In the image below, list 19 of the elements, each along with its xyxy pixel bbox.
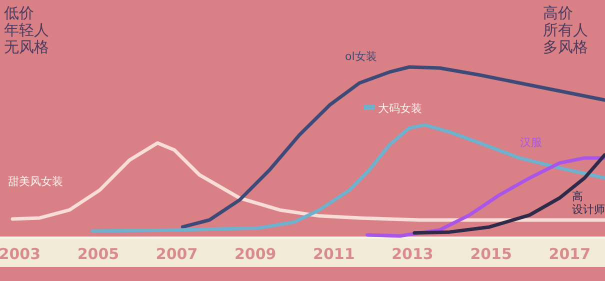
x-tick-label: 2005 xyxy=(77,245,120,263)
text: 所有人 xyxy=(543,21,588,39)
x-tick-label: 2015 xyxy=(470,245,512,263)
text: 高价 xyxy=(543,4,573,22)
series-label: ol女装 xyxy=(345,50,377,63)
series-label: 高设计师 xyxy=(572,190,605,216)
series-label: 甜美风女装 xyxy=(8,175,63,188)
text: 低价 xyxy=(4,4,34,22)
x-tick-label: 2017 xyxy=(548,245,591,263)
legend-label: 大码女装 xyxy=(378,102,422,115)
x-tick-label: 2007 xyxy=(156,245,198,263)
x-tick-label: 2003 xyxy=(0,245,41,263)
text: 多风格 xyxy=(543,38,588,56)
series-label: 汉服 xyxy=(520,136,542,149)
x-tick-label: 2011 xyxy=(313,245,355,263)
text: 无风格 xyxy=(4,38,49,56)
text: 年轻人 xyxy=(4,21,49,39)
x-tick-label: 2009 xyxy=(234,245,276,263)
x-tick-label: 2013 xyxy=(392,245,434,263)
